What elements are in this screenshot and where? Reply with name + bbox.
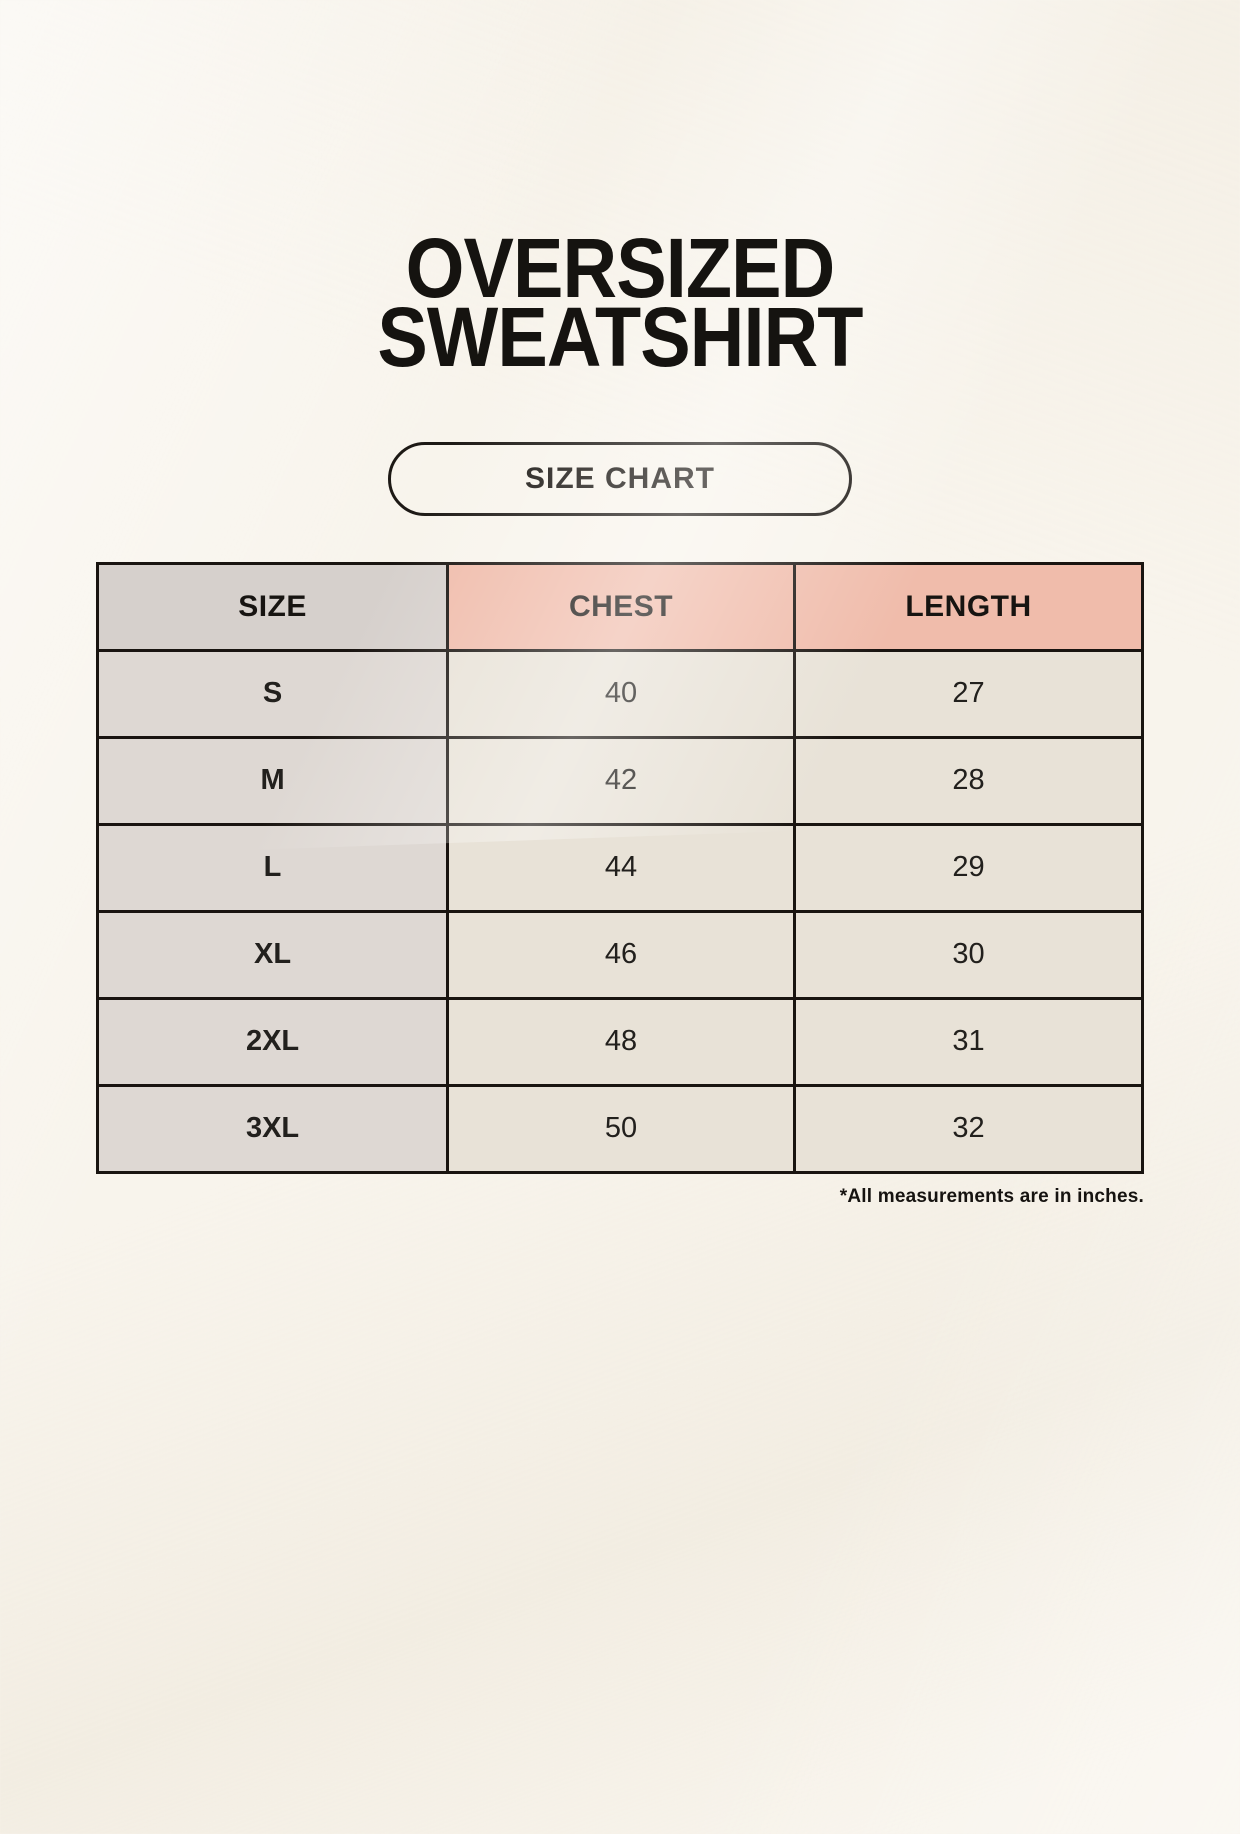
table-header-row: SIZE CHEST LENGTH (95, 561, 1144, 652)
measurements-footnote: *All measurements are in inches. (839, 1185, 1144, 1207)
length-cell: 28 (793, 735, 1144, 826)
length-cell: 31 (793, 996, 1144, 1087)
page-title-line-1: OVERSIZED (405, 221, 836, 315)
table-row: S 40 27 (95, 648, 1144, 739)
table-row: M 42 28 (95, 735, 1144, 826)
column-header-chest: CHEST (446, 561, 796, 652)
column-header-size: SIZE (95, 561, 450, 652)
size-cell: L (95, 822, 450, 913)
table-row: XL 46 30 (95, 909, 1144, 1000)
size-cell: XL (95, 909, 450, 1000)
page-title-line-2: SWEATSHIRT (377, 289, 863, 384)
size-cell: 2XL (95, 996, 450, 1087)
table-row: L 44 29 (95, 822, 1144, 913)
length-cell: 27 (793, 648, 1144, 739)
chest-cell: 40 (446, 648, 796, 739)
size-cell: M (95, 735, 450, 826)
length-cell: 32 (793, 1083, 1144, 1174)
table-row: 3XL 50 32 (95, 1083, 1144, 1174)
page-title: OVERSIZED SWEATSHIRT (62, 221, 1178, 384)
size-chart-badge[interactable]: SIZE CHART (388, 441, 852, 516)
chest-cell: 50 (446, 1083, 796, 1174)
size-cell: S (95, 648, 450, 739)
table-row: 2XL 48 31 (95, 996, 1144, 1087)
chest-cell: 42 (446, 735, 796, 826)
length-cell: 29 (793, 822, 1144, 913)
length-cell: 30 (793, 909, 1144, 1000)
chest-cell: 48 (446, 996, 796, 1087)
chest-cell: 46 (446, 909, 796, 1000)
column-header-length: LENGTH (793, 561, 1144, 652)
size-cell: 3XL (95, 1083, 450, 1174)
chest-cell: 44 (446, 822, 796, 913)
size-chart-table-container: SIZE CHEST LENGTH S 40 27 M 42 28 L 44 2… (95, 561, 1144, 1174)
size-chart-badge-label: SIZE CHART (525, 461, 715, 495)
size-chart-table: SIZE CHEST LENGTH S 40 27 M 42 28 L 44 2… (95, 561, 1144, 1174)
